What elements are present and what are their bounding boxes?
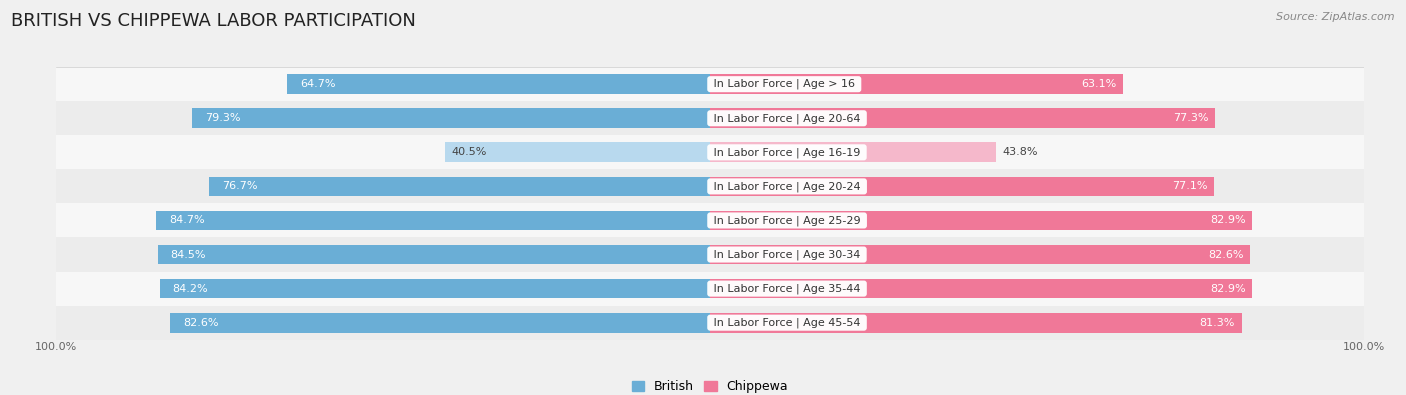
Text: 84.7%: 84.7% xyxy=(169,215,205,226)
Text: In Labor Force | Age > 16: In Labor Force | Age > 16 xyxy=(710,79,859,89)
Text: 84.2%: 84.2% xyxy=(173,284,208,293)
Text: 84.5%: 84.5% xyxy=(170,250,207,260)
Text: 82.6%: 82.6% xyxy=(183,318,218,328)
Text: In Labor Force | Age 45-54: In Labor Force | Age 45-54 xyxy=(710,318,865,328)
Text: 77.1%: 77.1% xyxy=(1173,181,1208,192)
Bar xyxy=(710,143,997,162)
Bar xyxy=(208,177,710,196)
Bar xyxy=(710,74,1122,94)
Text: In Labor Force | Age 20-64: In Labor Force | Age 20-64 xyxy=(710,113,865,124)
Text: 77.3%: 77.3% xyxy=(1174,113,1209,123)
Bar xyxy=(287,74,710,94)
Text: 76.7%: 76.7% xyxy=(222,181,257,192)
Bar xyxy=(710,108,1215,128)
Bar xyxy=(191,108,710,128)
Bar xyxy=(170,313,710,333)
Bar xyxy=(157,245,710,264)
Bar xyxy=(710,245,1250,264)
Text: In Labor Force | Age 20-24: In Labor Force | Age 20-24 xyxy=(710,181,865,192)
Text: 82.6%: 82.6% xyxy=(1208,250,1243,260)
Text: 81.3%: 81.3% xyxy=(1199,318,1234,328)
Text: 82.9%: 82.9% xyxy=(1209,215,1246,226)
Bar xyxy=(446,143,710,162)
Text: In Labor Force | Age 25-29: In Labor Force | Age 25-29 xyxy=(710,215,865,226)
Bar xyxy=(56,306,1364,340)
Bar xyxy=(710,177,1215,196)
Bar xyxy=(710,279,1251,299)
Text: 63.1%: 63.1% xyxy=(1081,79,1116,89)
Text: In Labor Force | Age 30-34: In Labor Force | Age 30-34 xyxy=(710,249,863,260)
Text: Source: ZipAtlas.com: Source: ZipAtlas.com xyxy=(1277,12,1395,22)
Text: 79.3%: 79.3% xyxy=(205,113,240,123)
Bar xyxy=(710,211,1251,230)
Bar xyxy=(56,272,1364,306)
Legend: British, Chippewa: British, Chippewa xyxy=(631,380,789,393)
Text: In Labor Force | Age 16-19: In Labor Force | Age 16-19 xyxy=(710,147,863,158)
Bar xyxy=(56,135,1364,169)
Text: 43.8%: 43.8% xyxy=(1002,147,1039,157)
Bar xyxy=(56,169,1364,203)
Bar xyxy=(156,211,710,230)
Bar xyxy=(710,313,1241,333)
Text: 82.9%: 82.9% xyxy=(1209,284,1246,293)
Bar xyxy=(159,279,710,299)
Bar xyxy=(56,203,1364,237)
Text: 64.7%: 64.7% xyxy=(299,79,336,89)
Bar xyxy=(56,237,1364,272)
Text: 40.5%: 40.5% xyxy=(451,147,486,157)
Bar xyxy=(56,67,1364,101)
Bar xyxy=(56,101,1364,135)
Text: In Labor Force | Age 35-44: In Labor Force | Age 35-44 xyxy=(710,283,865,294)
Text: BRITISH VS CHIPPEWA LABOR PARTICIPATION: BRITISH VS CHIPPEWA LABOR PARTICIPATION xyxy=(11,12,416,30)
